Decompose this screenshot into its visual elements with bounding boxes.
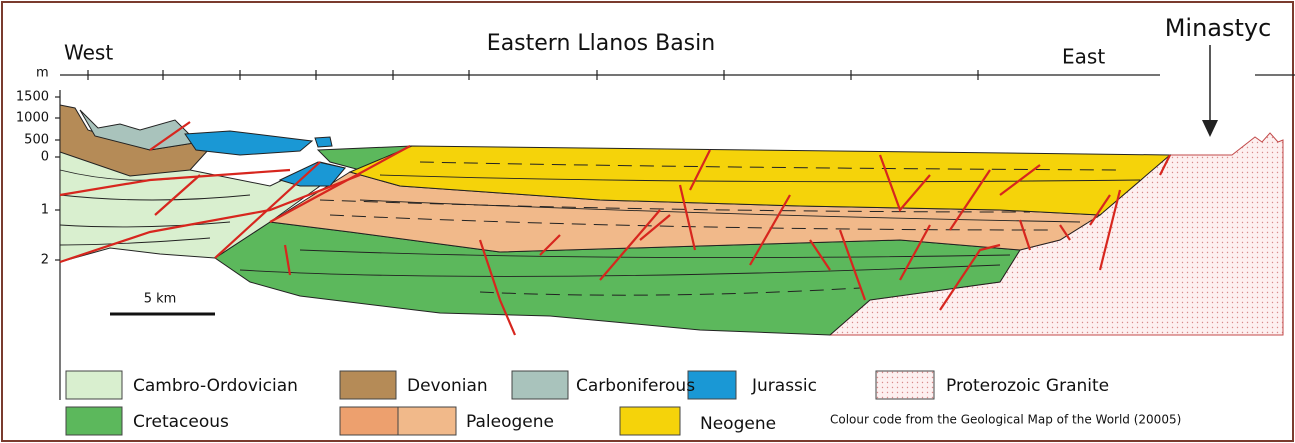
legend-swatch [688,371,736,399]
cross-section: West Eastern Llanos Basin East Minastyc … [0,0,1295,443]
legend-swatch [620,407,680,435]
legend-swatch [512,371,568,399]
depth-label: 1000 [16,111,49,126]
legend-label: Cretaceous [133,412,229,432]
legend-swatch [66,407,122,435]
layers [60,105,1283,335]
legend-label: Cambro-Ordovician [133,376,298,396]
legend-label: Proterozoic Granite [946,376,1109,396]
legend-label: Neogene [700,414,776,434]
note: Colour code from the Geological Map of t… [830,413,1181,427]
jurassic-layer [185,131,312,155]
legend-label: Paleogene [466,412,554,432]
depth-unit: m [36,66,49,81]
legend-swatch [398,407,456,435]
depth-label: 1 [41,203,49,218]
depth-label: 0 [41,150,49,165]
depth-label: 2 [41,253,49,268]
east-label: East [1062,45,1105,69]
scale-bar-label: 5 km [144,292,177,307]
location-label: Minastyc [1165,14,1272,42]
legend-label: Jurassic [751,376,817,396]
depth-label: 1500 [16,90,49,105]
depth-label: 500 [24,133,49,148]
scale-bar: 5 km [110,292,215,315]
west-label: West [64,41,113,65]
title: Eastern Llanos Basin [487,31,715,56]
legend-label: Devonian [407,376,488,396]
legend-swatch [340,371,396,399]
depth-axis [55,90,60,400]
legend-label: Carboniferous [576,376,695,396]
legend-swatch [340,407,398,435]
legend-swatch [66,371,122,399]
location-arrow [1202,45,1218,137]
legend-swatch [876,371,934,399]
top-axis [60,70,1295,80]
jurassic-layer [315,137,332,147]
